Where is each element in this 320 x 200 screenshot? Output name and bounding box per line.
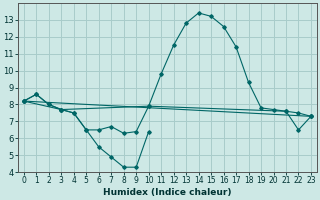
- X-axis label: Humidex (Indice chaleur): Humidex (Indice chaleur): [103, 188, 232, 197]
